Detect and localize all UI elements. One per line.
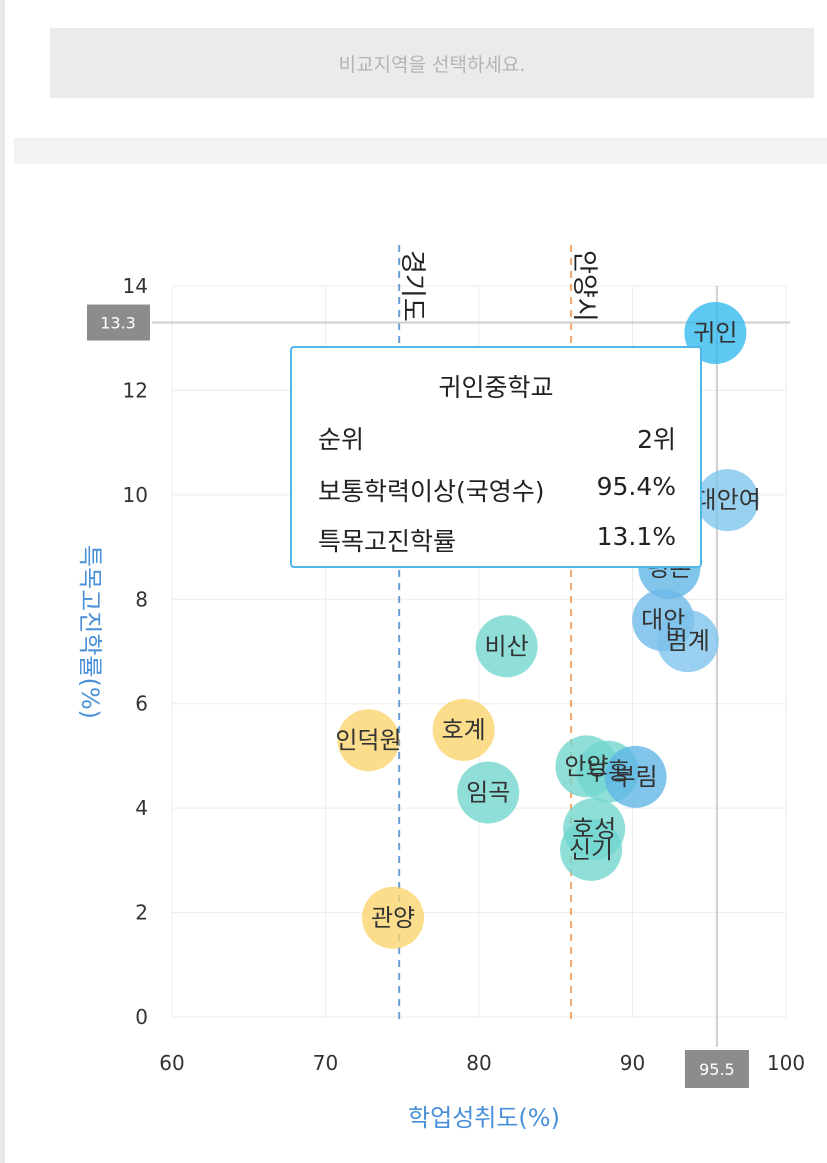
section-divider: [14, 138, 827, 164]
data-point: [362, 886, 425, 949]
point-tooltip: 귀인중학교 순위 2위 보통학력이상(국영수) 95.4% 특목고진학률 13.…: [290, 346, 702, 568]
x-tick-label: 80: [466, 1051, 491, 1075]
data-point: [337, 709, 400, 772]
reference-line-label: 안양시: [569, 250, 599, 322]
data-point: [475, 615, 538, 678]
data-point-label: 신기: [569, 836, 613, 864]
y-tick-label: 12: [123, 378, 148, 402]
data-point: [696, 469, 759, 532]
data-point-label: 대안: [641, 606, 685, 634]
x-crosshair-badge: [684, 1050, 749, 1088]
data-point-label: 호성: [572, 815, 616, 843]
data-point-label: 안양: [564, 752, 608, 780]
tooltip-row-achievement: 보통학력이상(국영수) 95.4%: [318, 472, 676, 508]
tooltip-title: 귀인중학교: [438, 373, 554, 402]
y-tick-label: 2: [135, 901, 148, 925]
data-point-label: 부흥: [586, 758, 630, 786]
data-point-label: 부림: [613, 763, 657, 791]
x-tick-label: 90: [620, 1051, 645, 1075]
y-crosshair-value: 13.3: [100, 314, 136, 333]
x-tick-label: 70: [313, 1051, 338, 1075]
data-point-label: 범계: [666, 627, 710, 655]
tooltip-label: 특목고진학률: [318, 527, 457, 556]
data-point: [457, 761, 520, 824]
y-tick-label: 4: [135, 796, 148, 820]
y-tick-label: 0: [135, 1005, 148, 1029]
region-select[interactable]: 비교지역을 선택하세요.: [50, 28, 814, 98]
reference-lines: 경기도 안양시: [152, 245, 790, 1047]
y-tick-label: 14: [123, 274, 148, 298]
data-point-label: 호계: [442, 716, 486, 744]
tooltip-label: 보통학력이상(국영수): [318, 477, 545, 506]
data-point-label: 관양: [371, 904, 415, 932]
data-point: [560, 818, 623, 881]
reference-line-label: 경기도: [397, 250, 427, 322]
tooltip-label: 순위: [318, 425, 365, 454]
data-point-label: 임곡: [466, 778, 510, 806]
x-crosshair-value: 95.5: [699, 1060, 735, 1079]
y-tick-label: 6: [135, 692, 148, 716]
data-point: [432, 698, 495, 761]
y-tick-label: 10: [123, 483, 148, 507]
axis-ticks: 0 2 4 6 8 10 12 14 60 70 80 90 100 13.3 95.5: [87, 274, 805, 1088]
x-tick-label: 60: [159, 1051, 184, 1075]
data-point-label: 인덕원: [335, 726, 401, 754]
y-tick-label: 8: [135, 587, 148, 611]
tooltip-row-rank: 순위 2위: [318, 420, 676, 456]
tooltip-value: 2위: [637, 425, 676, 454]
x-axis-title: 학업성취도(%): [408, 1104, 560, 1132]
data-point: [604, 745, 667, 808]
data-point-label: 대안여: [695, 486, 761, 514]
y-crosshair-badge: [87, 304, 150, 341]
data-point: [656, 610, 719, 673]
data-point-label: 비산: [485, 632, 529, 660]
data-point-label: 귀인: [693, 319, 737, 347]
left-panel-border: [0, 0, 5, 1163]
x-tick-label: 100: [767, 1051, 805, 1075]
tooltip-value: 13.1%: [596, 522, 676, 551]
y-axis-title: 특목고진학률(%): [76, 545, 104, 719]
tooltip-row-admission-rate: 특목고진학률 13.1%: [318, 522, 676, 558]
tooltip-value: 95.4%: [596, 472, 676, 501]
